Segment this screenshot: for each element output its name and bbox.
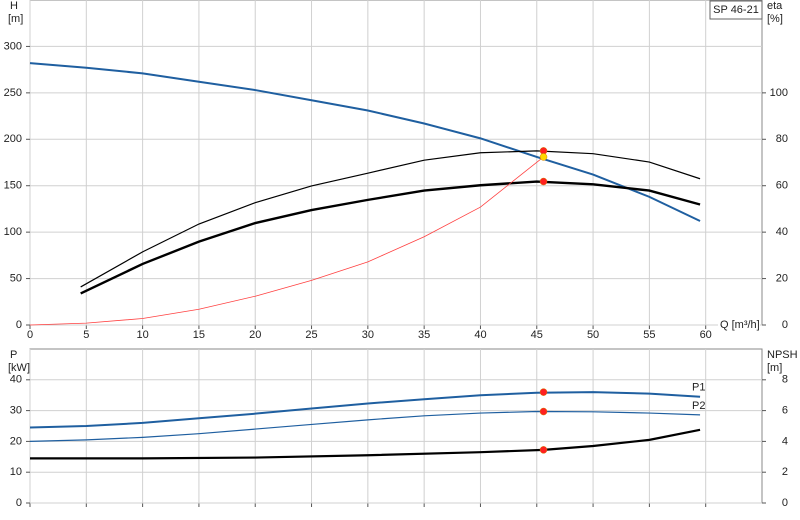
y2-tick-label: 0 [782,497,788,509]
y2-tick-label: 40 [776,226,788,238]
plot-area [29,348,763,504]
x-tick-label: 20 [249,329,261,341]
y2-tick-label: 20 [776,272,788,284]
curve-label: P1 [692,382,705,394]
curve [29,156,544,326]
y-tick-label: 150 [4,180,22,192]
chart-title: SP 46-21 [713,4,759,16]
y2-axis-label: NPSH [767,349,798,361]
curve [29,410,701,442]
operating-point [539,388,548,396]
curve [80,180,701,295]
curve [29,391,701,429]
x-tick-label: 60 [700,329,712,341]
x-label-bg [718,318,760,332]
plot-area [29,0,763,326]
x-tick-label: 35 [418,329,430,341]
y-tick-label: 200 [4,133,22,145]
y2-tick-label: 4 [782,435,788,447]
y-axis-label: P [10,349,17,361]
y2-tick-label: 60 [776,180,788,192]
y2-axis-unit: [m] [767,362,782,374]
y-tick-label: 0 [16,319,22,331]
y2-tick-label: 100 [770,87,788,99]
curve-label: P2 [692,400,705,412]
y-tick-label: 10 [10,466,22,478]
y-tick-label: 30 [10,405,22,417]
x-tick-label: 45 [531,329,543,341]
y-tick-label: 300 [4,40,22,52]
x-tick-label: 30 [362,329,374,341]
y-tick-label: 250 [4,87,22,99]
x-tick-label: 25 [305,329,317,341]
x-tick-label: 55 [643,329,655,341]
operating-point [539,153,548,161]
title-box [709,0,763,20]
operating-point [539,446,548,454]
x-tick-label: 50 [587,329,599,341]
y-tick-label: 20 [10,435,22,447]
x-tick-label: 5 [83,329,89,341]
curve [29,62,701,222]
y2-axis-label: eta [767,0,783,12]
y-tick-label: 0 [16,497,22,509]
y-axis-label: H [10,0,18,12]
curve [30,428,701,460]
curve [80,150,701,288]
y-axis-unit: [kW] [8,362,30,374]
operating-point [539,177,548,186]
y-tick-label: 50 [10,272,22,284]
x-axis-label: Q [m³/h] [720,319,760,331]
y2-tick-label: 8 [782,374,788,386]
y2-tick-label: 6 [782,405,788,417]
y-tick-label: 40 [10,374,22,386]
y2-tick-label: 2 [782,466,788,478]
operating-point [539,407,548,416]
y2-tick-label: 0 [782,319,788,331]
x-tick-label: 0 [27,329,33,341]
x-tick-label: 15 [193,329,205,341]
y-axis-unit: [m] [8,13,23,25]
x-tick-label: 10 [136,329,148,341]
y-tick-label: 100 [4,226,22,238]
y2-axis-unit: [%] [767,13,783,25]
y2-tick-label: 80 [776,133,788,145]
x-tick-label: 40 [474,329,486,341]
